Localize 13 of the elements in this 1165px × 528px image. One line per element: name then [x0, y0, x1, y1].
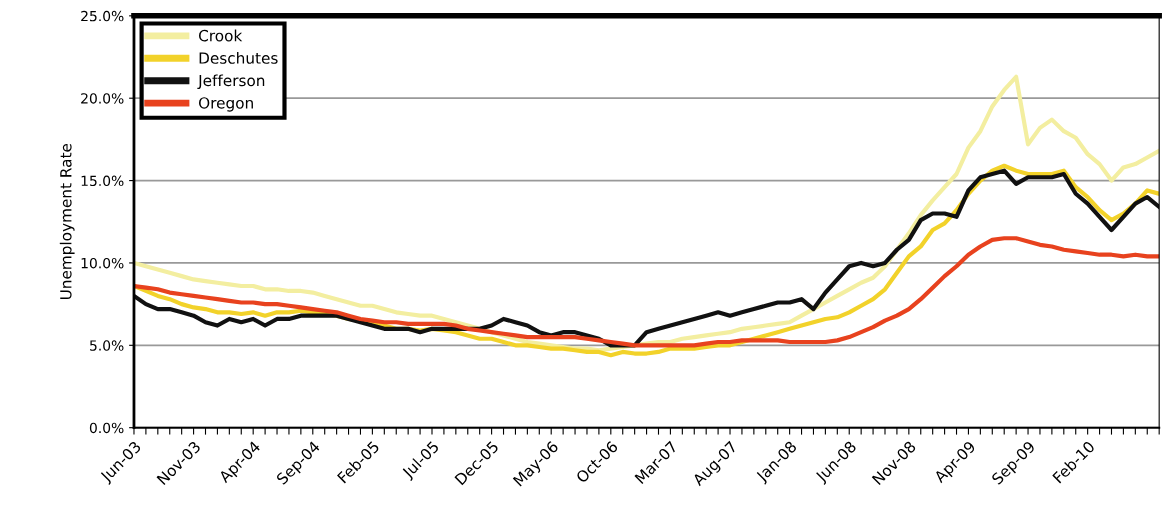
y-tick-label: 10.0% — [81, 257, 124, 269]
y-axis-title: Unemployment Rate — [59, 143, 75, 300]
y-tick-label: 15.0% — [81, 175, 124, 187]
y-tick-label: 25.0% — [81, 10, 124, 22]
legend-label: Oregon — [199, 97, 253, 112]
y-tick-label: 5.0% — [90, 340, 124, 351]
legend-label: Jefferson — [197, 74, 265, 90]
line-series — [133, 74, 1160, 353]
y-tick-label: 0.0% — [89, 422, 124, 434]
legend-label: Crook — [199, 29, 243, 42]
y-tick-label: 20.0% — [81, 93, 124, 104]
line-series — [133, 236, 1160, 348]
legend-label: Deschutes — [199, 52, 278, 64]
